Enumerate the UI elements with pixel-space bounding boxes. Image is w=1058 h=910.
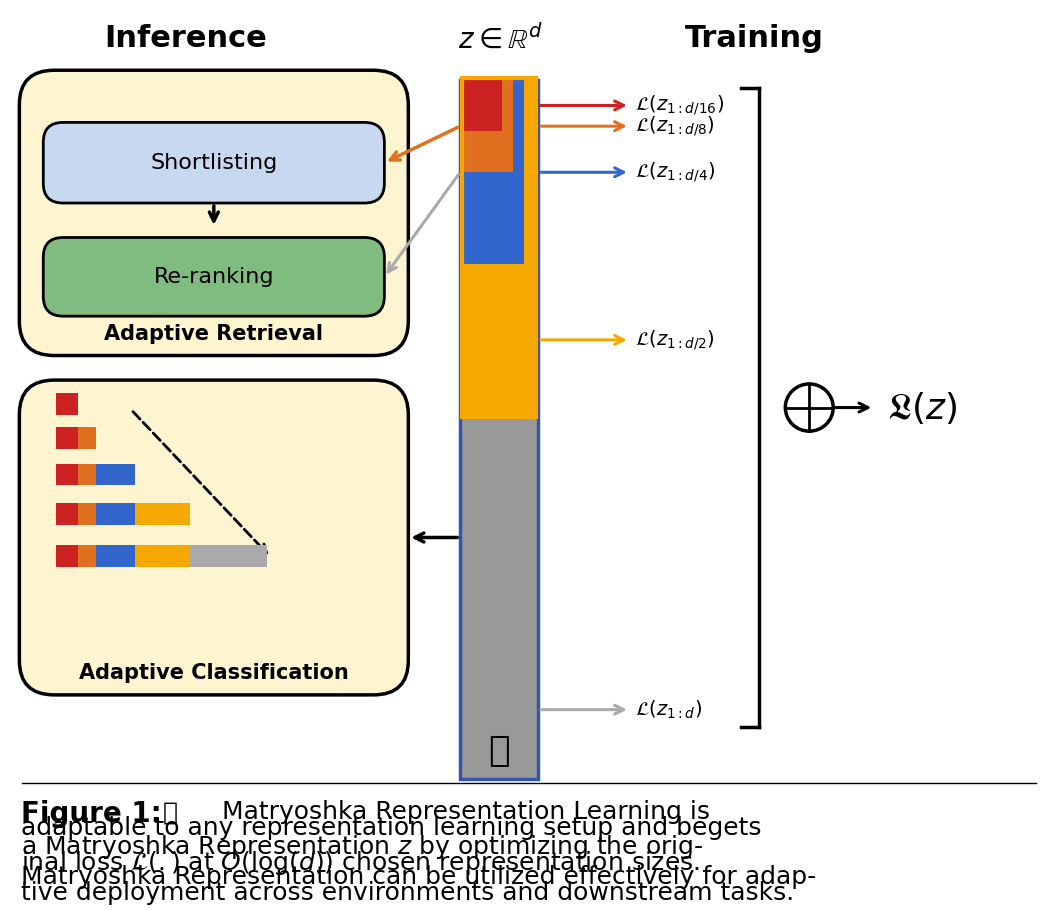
Bar	[56, 393, 78, 415]
Bar	[135, 503, 190, 525]
Text: Adaptive Classification: Adaptive Classification	[79, 663, 349, 683]
Bar	[464, 80, 524, 265]
Text: $\mathcal{L}(z_{1:d/16})$: $\mathcal{L}(z_{1:d/16})$	[635, 94, 724, 117]
Bar	[78, 545, 95, 567]
Circle shape	[785, 384, 834, 431]
Bar	[78, 503, 95, 525]
Text: $z \in \mathbb{R}^d$: $z \in \mathbb{R}^d$	[458, 24, 543, 54]
Bar	[56, 464, 78, 485]
Bar	[56, 545, 78, 567]
Bar	[56, 428, 78, 449]
Text: Figure 1:: Figure 1:	[21, 800, 162, 828]
Text: $\mathcal{L}(z_{1:d/8})$: $\mathcal{L}(z_{1:d/8})$	[635, 115, 714, 138]
Bar	[462, 78, 536, 418]
Bar	[95, 503, 135, 525]
Bar	[135, 545, 190, 567]
Text: a Matryoshka Representation $z$ by optimizing the orig-: a Matryoshka Representation $z$ by optim…	[21, 833, 704, 861]
Bar	[464, 80, 513, 172]
Bar	[190, 545, 267, 567]
FancyBboxPatch shape	[43, 122, 384, 203]
Bar	[464, 80, 534, 415]
Text: Adaptive Retrieval: Adaptive Retrieval	[105, 324, 324, 344]
Bar	[78, 428, 95, 449]
Text: 🪆: 🪆	[488, 734, 510, 768]
Bar	[460, 80, 537, 778]
Text: $\mathcal{L}(z_{1:d/4})$: $\mathcal{L}(z_{1:d/4})$	[635, 160, 715, 184]
Text: Matryoshka Representation can be utilized effectively for adap-: Matryoshka Representation can be utilize…	[21, 865, 817, 889]
Text: Matryoshka Representation Learning is: Matryoshka Representation Learning is	[206, 800, 710, 824]
Text: adaptable to any representation learning setup and begets: adaptable to any representation learning…	[21, 816, 762, 840]
Text: $\mathfrak{L}(z)$: $\mathfrak{L}(z)$	[887, 389, 957, 426]
Bar	[78, 464, 95, 485]
Text: tive deployment across environments and downstream tasks.: tive deployment across environments and …	[21, 881, 795, 905]
FancyBboxPatch shape	[19, 70, 408, 356]
Text: $\mathcal{L}(z_{1:d})$: $\mathcal{L}(z_{1:d})$	[635, 699, 701, 721]
Text: 🪆: 🪆	[163, 800, 178, 824]
Bar	[95, 545, 135, 567]
FancyBboxPatch shape	[43, 238, 384, 316]
Text: $\mathcal{L}(z_{1:d/2})$: $\mathcal{L}(z_{1:d/2})$	[635, 328, 714, 352]
Text: Re-ranking: Re-ranking	[153, 267, 274, 287]
Text: Inference: Inference	[105, 25, 268, 54]
Bar	[95, 464, 135, 485]
FancyBboxPatch shape	[19, 380, 408, 695]
Bar	[56, 503, 78, 525]
Text: Training: Training	[685, 25, 824, 54]
Text: Shortlisting: Shortlisting	[150, 153, 277, 173]
Bar	[464, 80, 503, 131]
Text: inal loss $\mathcal{L}(.)$ at $O(\log(d))$ chosen representation sizes.: inal loss $\mathcal{L}(.)$ at $O(\log(d)…	[21, 849, 700, 877]
